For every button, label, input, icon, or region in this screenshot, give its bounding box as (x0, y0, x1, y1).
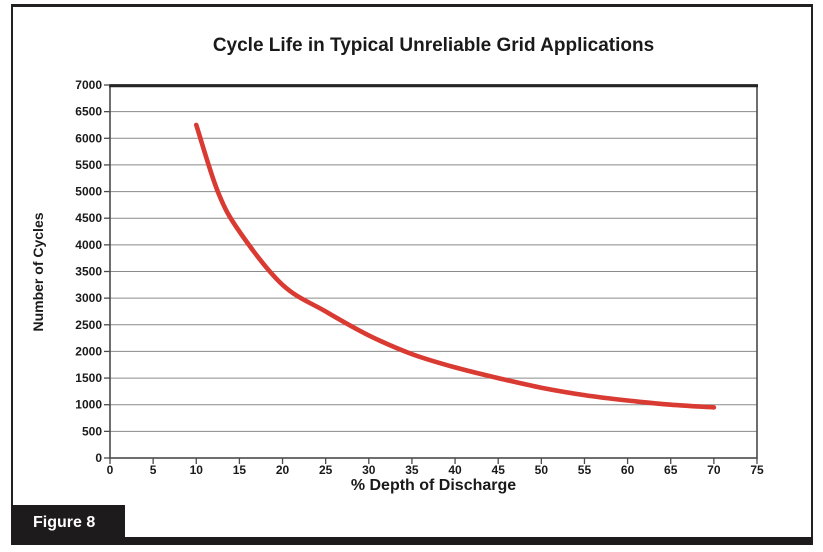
figure-border-frame (11, 4, 813, 537)
y-tick-label: 6500 (75, 105, 102, 119)
y-tick-label: 0 (95, 451, 102, 465)
y-tick-label: 5500 (75, 158, 102, 172)
y-tick-label: 6000 (75, 131, 102, 145)
y-tick-label: 500 (82, 424, 102, 438)
x-tick-label: 50 (535, 463, 549, 477)
x-tick-label: 70 (707, 463, 721, 477)
x-tick-label: 0 (107, 463, 114, 477)
x-tick-label: 75 (750, 463, 764, 477)
x-tick-label: 30 (362, 463, 376, 477)
y-tick-label: 7000 (75, 78, 102, 92)
y-tick-label: 4000 (75, 238, 102, 252)
x-tick-label: 25 (319, 463, 333, 477)
x-axis-title: % Depth of Discharge (350, 477, 517, 494)
y-tick-label: 1500 (75, 371, 102, 385)
x-tick-label: 20 (276, 463, 290, 477)
y-tick-label: 3500 (75, 265, 102, 279)
x-tick-label: 10 (190, 463, 204, 477)
y-tick-label: 4500 (75, 211, 102, 225)
y-tick-label: 2000 (75, 344, 102, 358)
chart-title: Cycle Life in Typical Unreliable Grid Ap… (212, 35, 655, 56)
y-tick-label: 3000 (75, 291, 102, 305)
y-tick-label: 1000 (75, 398, 102, 412)
x-tick-label: 60 (621, 463, 635, 477)
y-tick-label: 5000 (75, 185, 102, 199)
cycle-life-curve (193, 122, 717, 410)
x-tick-label: 65 (664, 463, 678, 477)
y-tick-label: 2500 (75, 318, 102, 332)
x-tick-label: 55 (578, 463, 592, 477)
x-tick-label: 40 (448, 463, 462, 477)
x-tick-label: 45 (492, 463, 506, 477)
x-tick-label: 15 (233, 463, 247, 477)
x-tick-label: 35 (405, 463, 419, 477)
x-tick-label: 5 (150, 463, 157, 477)
bottom-rule-bar (11, 537, 813, 545)
